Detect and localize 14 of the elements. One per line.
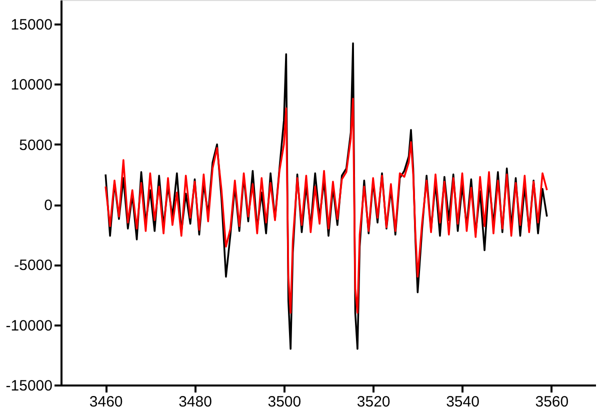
x-tick-label: 3500	[268, 394, 302, 410]
y-tick-label: 5000	[19, 136, 52, 154]
y-tick-label: -10000	[6, 317, 52, 334]
y-tick-label: 0	[44, 197, 52, 214]
x-tick-label: 3540	[446, 394, 480, 410]
y-tick-label: 10000	[10, 76, 52, 94]
x-tick-label: 3520	[356, 394, 390, 410]
y-tick-label: -5000	[14, 257, 52, 274]
y-tick-label: 15000	[10, 16, 52, 34]
x-tick-label: 3560	[535, 394, 569, 410]
x-tick-label: 3480	[178, 394, 212, 410]
y-tick-label: -15000	[6, 378, 52, 394]
line-series	[104, 98, 548, 314]
x-tick-label: 3460	[89, 394, 123, 410]
